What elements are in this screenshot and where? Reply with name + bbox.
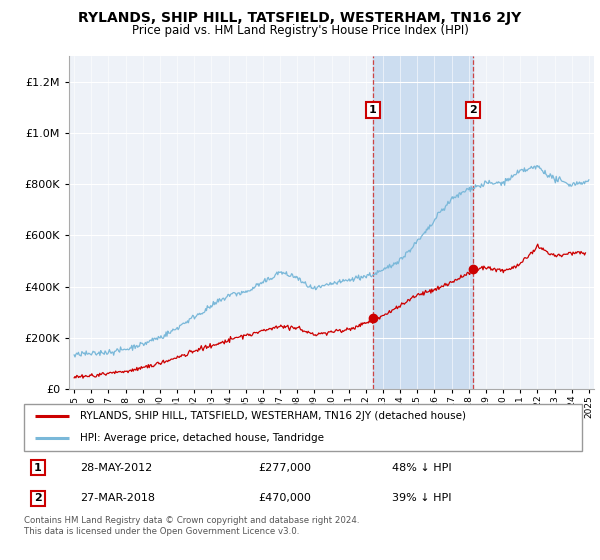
Text: 2: 2 — [34, 493, 42, 503]
Bar — [373, 56, 473, 389]
Text: 28-MAY-2012: 28-MAY-2012 — [80, 463, 152, 473]
Text: 39% ↓ HPI: 39% ↓ HPI — [392, 493, 452, 503]
Text: 27-MAR-2018: 27-MAR-2018 — [80, 493, 155, 503]
Text: 1: 1 — [34, 463, 42, 473]
Text: £470,000: £470,000 — [259, 493, 311, 503]
FancyBboxPatch shape — [24, 404, 582, 451]
Text: Price paid vs. HM Land Registry's House Price Index (HPI): Price paid vs. HM Land Registry's House … — [131, 24, 469, 36]
Text: 1: 1 — [369, 105, 377, 115]
Text: RYLANDS, SHIP HILL, TATSFIELD, WESTERHAM, TN16 2JY: RYLANDS, SHIP HILL, TATSFIELD, WESTERHAM… — [79, 11, 521, 25]
Text: HPI: Average price, detached house, Tandridge: HPI: Average price, detached house, Tand… — [80, 433, 324, 443]
Text: 2: 2 — [469, 105, 476, 115]
Text: 48% ↓ HPI: 48% ↓ HPI — [392, 463, 452, 473]
Text: RYLANDS, SHIP HILL, TATSFIELD, WESTERHAM, TN16 2JY (detached house): RYLANDS, SHIP HILL, TATSFIELD, WESTERHAM… — [80, 411, 466, 421]
Text: Contains HM Land Registry data © Crown copyright and database right 2024.
This d: Contains HM Land Registry data © Crown c… — [24, 516, 359, 536]
Text: £277,000: £277,000 — [259, 463, 311, 473]
